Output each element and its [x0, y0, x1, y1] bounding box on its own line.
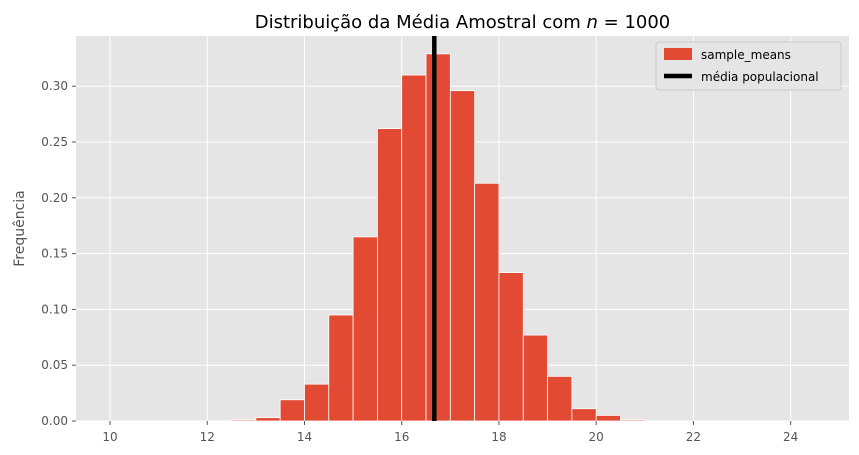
histogram-bar — [425, 53, 451, 422]
y-tick-label: 0.10 — [41, 302, 68, 316]
histogram-bar — [595, 415, 621, 422]
x-tick-label: 24 — [783, 430, 798, 444]
y-tick-label: 0.15 — [41, 247, 68, 261]
y-axis-ticks: 0.00 0.05 0.10 0.15 0.20 0.25 0.30 — [41, 79, 76, 428]
x-tick-label: 14 — [297, 430, 312, 444]
histogram-bar — [449, 90, 476, 422]
histogram-bar — [304, 383, 330, 422]
legend-box — [655, 41, 842, 91]
histogram-bar — [522, 334, 548, 422]
histogram-bar — [401, 74, 427, 422]
y-tick-label: 0.30 — [41, 79, 68, 93]
title-value: = 1000 — [598, 12, 670, 33]
legend-label-mean-line: média populacional — [701, 70, 819, 84]
y-tick-label: 0.05 — [41, 358, 68, 372]
x-tick-label: 10 — [102, 430, 117, 444]
x-tick-label: 22 — [686, 430, 701, 444]
histogram-bar — [571, 408, 597, 422]
legend-swatch-sample-means — [664, 48, 692, 60]
x-tick-label: 20 — [589, 430, 604, 444]
histogram-bar — [255, 417, 281, 422]
x-axis-ticks: 10 12 14 16 18 20 22 24 — [102, 421, 798, 444]
histogram-bar — [279, 399, 305, 422]
legend-label-sample-means: sample_means — [701, 48, 791, 62]
y-tick-label: 0.25 — [41, 135, 68, 149]
x-tick-label: 16 — [394, 430, 409, 444]
title-text: Distribuição da Média Amostral com — [255, 12, 587, 33]
histogram-bar — [231, 419, 257, 422]
title-variable: n — [587, 12, 598, 33]
histogram-bars — [231, 53, 646, 422]
x-tick-label: 18 — [491, 430, 506, 444]
histogram-bar — [377, 128, 403, 422]
histogram-bar — [498, 272, 524, 422]
histogram-bar — [547, 375, 573, 422]
y-axis-label: Frequência — [12, 190, 28, 267]
legend: sample_means média populacional — [655, 41, 842, 91]
y-tick-label: 0.20 — [41, 191, 68, 205]
y-tick-label: 0.00 — [41, 414, 68, 428]
x-tick-label: 12 — [200, 430, 215, 444]
histogram-bar — [352, 236, 378, 422]
histogram-bar — [474, 182, 500, 422]
chart-title: Distribuição da Média Amostral com n = 1… — [255, 12, 671, 33]
histogram-bar — [620, 419, 646, 422]
histogram-bar — [328, 314, 354, 422]
